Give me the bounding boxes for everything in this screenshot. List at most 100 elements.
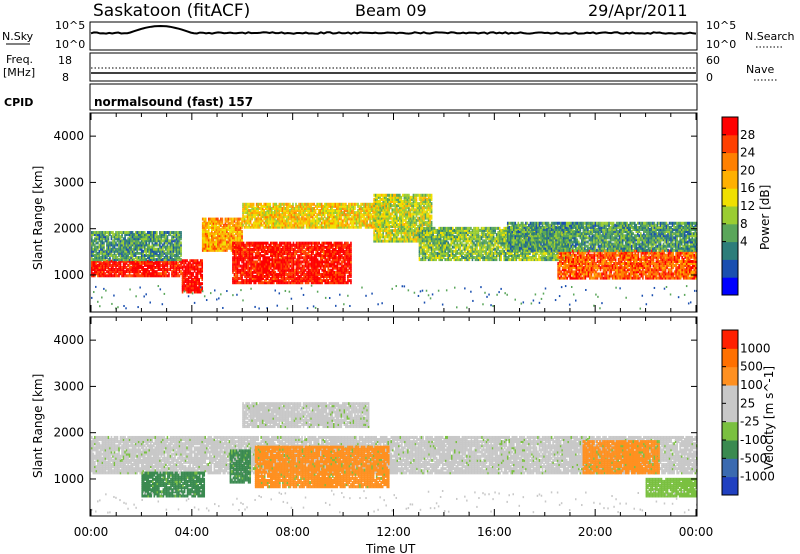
power-cell bbox=[112, 254, 114, 257]
power-cell bbox=[180, 231, 182, 234]
power-cell bbox=[201, 274, 203, 277]
power-cell bbox=[139, 274, 141, 277]
power-cell bbox=[127, 264, 129, 267]
power-cell bbox=[168, 268, 170, 271]
power-cell bbox=[118, 231, 120, 234]
power-cell bbox=[121, 239, 123, 242]
power-cell bbox=[161, 231, 163, 234]
power-cell bbox=[173, 244, 175, 247]
power-cell bbox=[180, 241, 182, 244]
power-cell bbox=[192, 259, 194, 262]
power-cell bbox=[147, 260, 149, 263]
radar-summary-plot: Saskatoon (fitACF) Beam 09 29/Apr/2011 N… bbox=[0, 0, 800, 554]
power-cell bbox=[209, 238, 211, 241]
power-cell bbox=[164, 250, 166, 253]
power-cell bbox=[198, 278, 200, 281]
power-cell bbox=[139, 241, 141, 244]
power-cell bbox=[158, 248, 160, 251]
power-cell bbox=[108, 258, 110, 261]
power-cell bbox=[111, 235, 113, 238]
power-cell bbox=[145, 233, 147, 236]
power-cell bbox=[96, 231, 98, 234]
power-cell bbox=[109, 241, 111, 244]
power-cell bbox=[168, 246, 170, 249]
power-cell bbox=[130, 274, 132, 277]
power-cell bbox=[93, 239, 95, 242]
power-cell bbox=[155, 258, 157, 261]
power-cell bbox=[114, 268, 116, 271]
power-cell bbox=[156, 248, 158, 251]
power-cell bbox=[211, 218, 213, 221]
power-cell bbox=[191, 272, 193, 275]
power-cell bbox=[117, 268, 119, 271]
power-cell bbox=[117, 231, 119, 234]
power-cell bbox=[123, 231, 125, 234]
power-cell bbox=[153, 244, 155, 247]
power-cell bbox=[142, 250, 144, 253]
power-cell bbox=[156, 231, 158, 234]
power-cell bbox=[171, 235, 173, 238]
power-cell bbox=[198, 261, 200, 264]
power-cell bbox=[174, 254, 176, 257]
power-cell bbox=[117, 256, 119, 259]
power-cell bbox=[168, 231, 170, 234]
cpid-text: normalsound (fast) 157 bbox=[94, 95, 253, 109]
power-cell bbox=[111, 264, 113, 267]
nave-tick-top: 60 bbox=[706, 54, 720, 67]
power-cell bbox=[129, 231, 131, 234]
power-cell bbox=[94, 244, 96, 247]
power-cell bbox=[127, 274, 129, 277]
power-cell bbox=[139, 270, 141, 273]
power-cell bbox=[200, 268, 202, 271]
power-cell bbox=[162, 258, 164, 261]
power-cell bbox=[145, 248, 147, 251]
power-cell bbox=[103, 231, 105, 234]
power-cell bbox=[170, 239, 172, 242]
power-cell bbox=[97, 241, 99, 244]
power-cell bbox=[206, 222, 208, 225]
power-cell bbox=[142, 266, 144, 269]
power-cell bbox=[189, 280, 191, 283]
date-title: 29/Apr/2011 bbox=[588, 1, 688, 20]
power-cell bbox=[165, 246, 167, 249]
power-cell bbox=[191, 263, 193, 266]
power-cell bbox=[127, 237, 129, 240]
power-cell bbox=[164, 256, 166, 259]
power-cell bbox=[162, 244, 164, 247]
power-cell bbox=[115, 231, 117, 234]
power-cell bbox=[209, 226, 211, 229]
power-cell bbox=[147, 244, 149, 247]
power-cell bbox=[147, 254, 149, 257]
power-cell bbox=[177, 262, 179, 265]
power-cell bbox=[195, 259, 197, 262]
power-cell bbox=[138, 231, 140, 234]
power-cell bbox=[138, 252, 140, 255]
power-cell bbox=[167, 235, 169, 238]
power-cell bbox=[213, 218, 215, 221]
power-cell bbox=[186, 259, 188, 262]
power-cell bbox=[105, 231, 107, 234]
power-cell bbox=[111, 231, 113, 234]
power-cell bbox=[117, 248, 119, 251]
power-cell bbox=[164, 231, 166, 234]
power-cell bbox=[136, 231, 138, 234]
power-cell bbox=[205, 218, 207, 221]
power-cell bbox=[106, 260, 108, 263]
power-cell bbox=[179, 256, 181, 259]
power-cell bbox=[120, 231, 122, 234]
power-cell bbox=[150, 231, 152, 234]
power-cell bbox=[194, 265, 196, 268]
power-cell bbox=[202, 218, 204, 221]
power-cell bbox=[156, 258, 158, 261]
power-cell bbox=[129, 256, 131, 259]
power-cell bbox=[130, 266, 132, 269]
power-cell bbox=[174, 231, 176, 234]
power-cell bbox=[121, 231, 123, 234]
power-cell bbox=[183, 270, 185, 273]
power-cell bbox=[182, 265, 184, 268]
power-cell bbox=[179, 274, 181, 277]
power-cell bbox=[188, 261, 190, 264]
noise-right-tick-bottom: 10^0 bbox=[706, 38, 736, 51]
power-cell bbox=[162, 239, 164, 242]
power-cell bbox=[189, 259, 191, 262]
